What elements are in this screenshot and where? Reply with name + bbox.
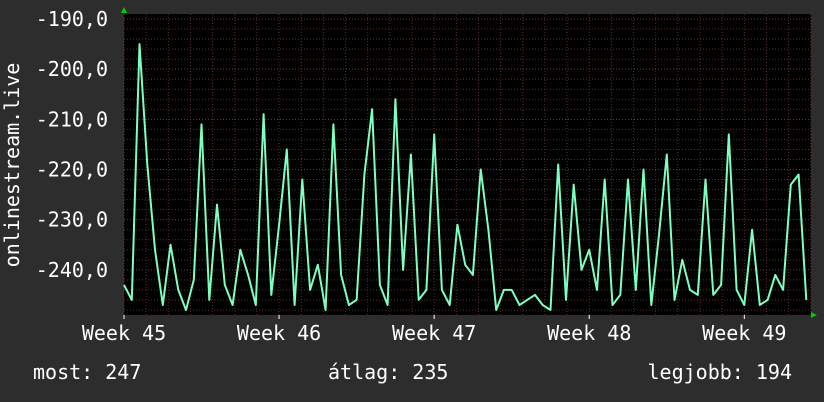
- y-tick-label: -220,0: [36, 158, 108, 182]
- y-tick-label: -200,0: [36, 57, 108, 81]
- x-tick-label: Week 48: [547, 321, 631, 345]
- stats-footer: most: 247 átlag: 235 legjobb: 194: [0, 360, 824, 390]
- y-axis-label: onlinestream.live: [0, 63, 24, 268]
- stat-best: legjobb: 194: [647, 360, 793, 384]
- grid: [123, 14, 812, 315]
- y-axis-ticks: -190,0 -200,0 -210,0 -220,0 -230,0 -240,0: [36, 7, 108, 282]
- series-layer: [123, 43, 808, 311]
- x-tick-label: Week 46: [237, 321, 321, 345]
- y-tick-label: -190,0: [36, 7, 108, 31]
- x-tick-label: Week 45: [82, 321, 166, 345]
- x-axis-arrow-icon: [811, 312, 817, 318]
- plot-background: [124, 14, 811, 315]
- stat-average: átlag: 235: [328, 360, 449, 384]
- x-tick-label: Week 47: [392, 321, 476, 345]
- y-tick-label: -210,0: [36, 107, 108, 131]
- series-line-0: [123, 43, 808, 311]
- x-tick-label: Week 49: [702, 321, 786, 345]
- chart: -190,0 -200,0 -210,0 -220,0 -230,0 -240,0 Wee…: [0, 7, 817, 345]
- y-axis-arrow-icon: [121, 7, 127, 13]
- y-tick-label: -230,0: [36, 208, 108, 232]
- x-axis-ticks: Week 45 Week 46 Week 47 Week 48 Week 49: [82, 315, 786, 345]
- stat-current: most: 247: [33, 360, 142, 384]
- y-tick-label: -240,0: [36, 258, 108, 282]
